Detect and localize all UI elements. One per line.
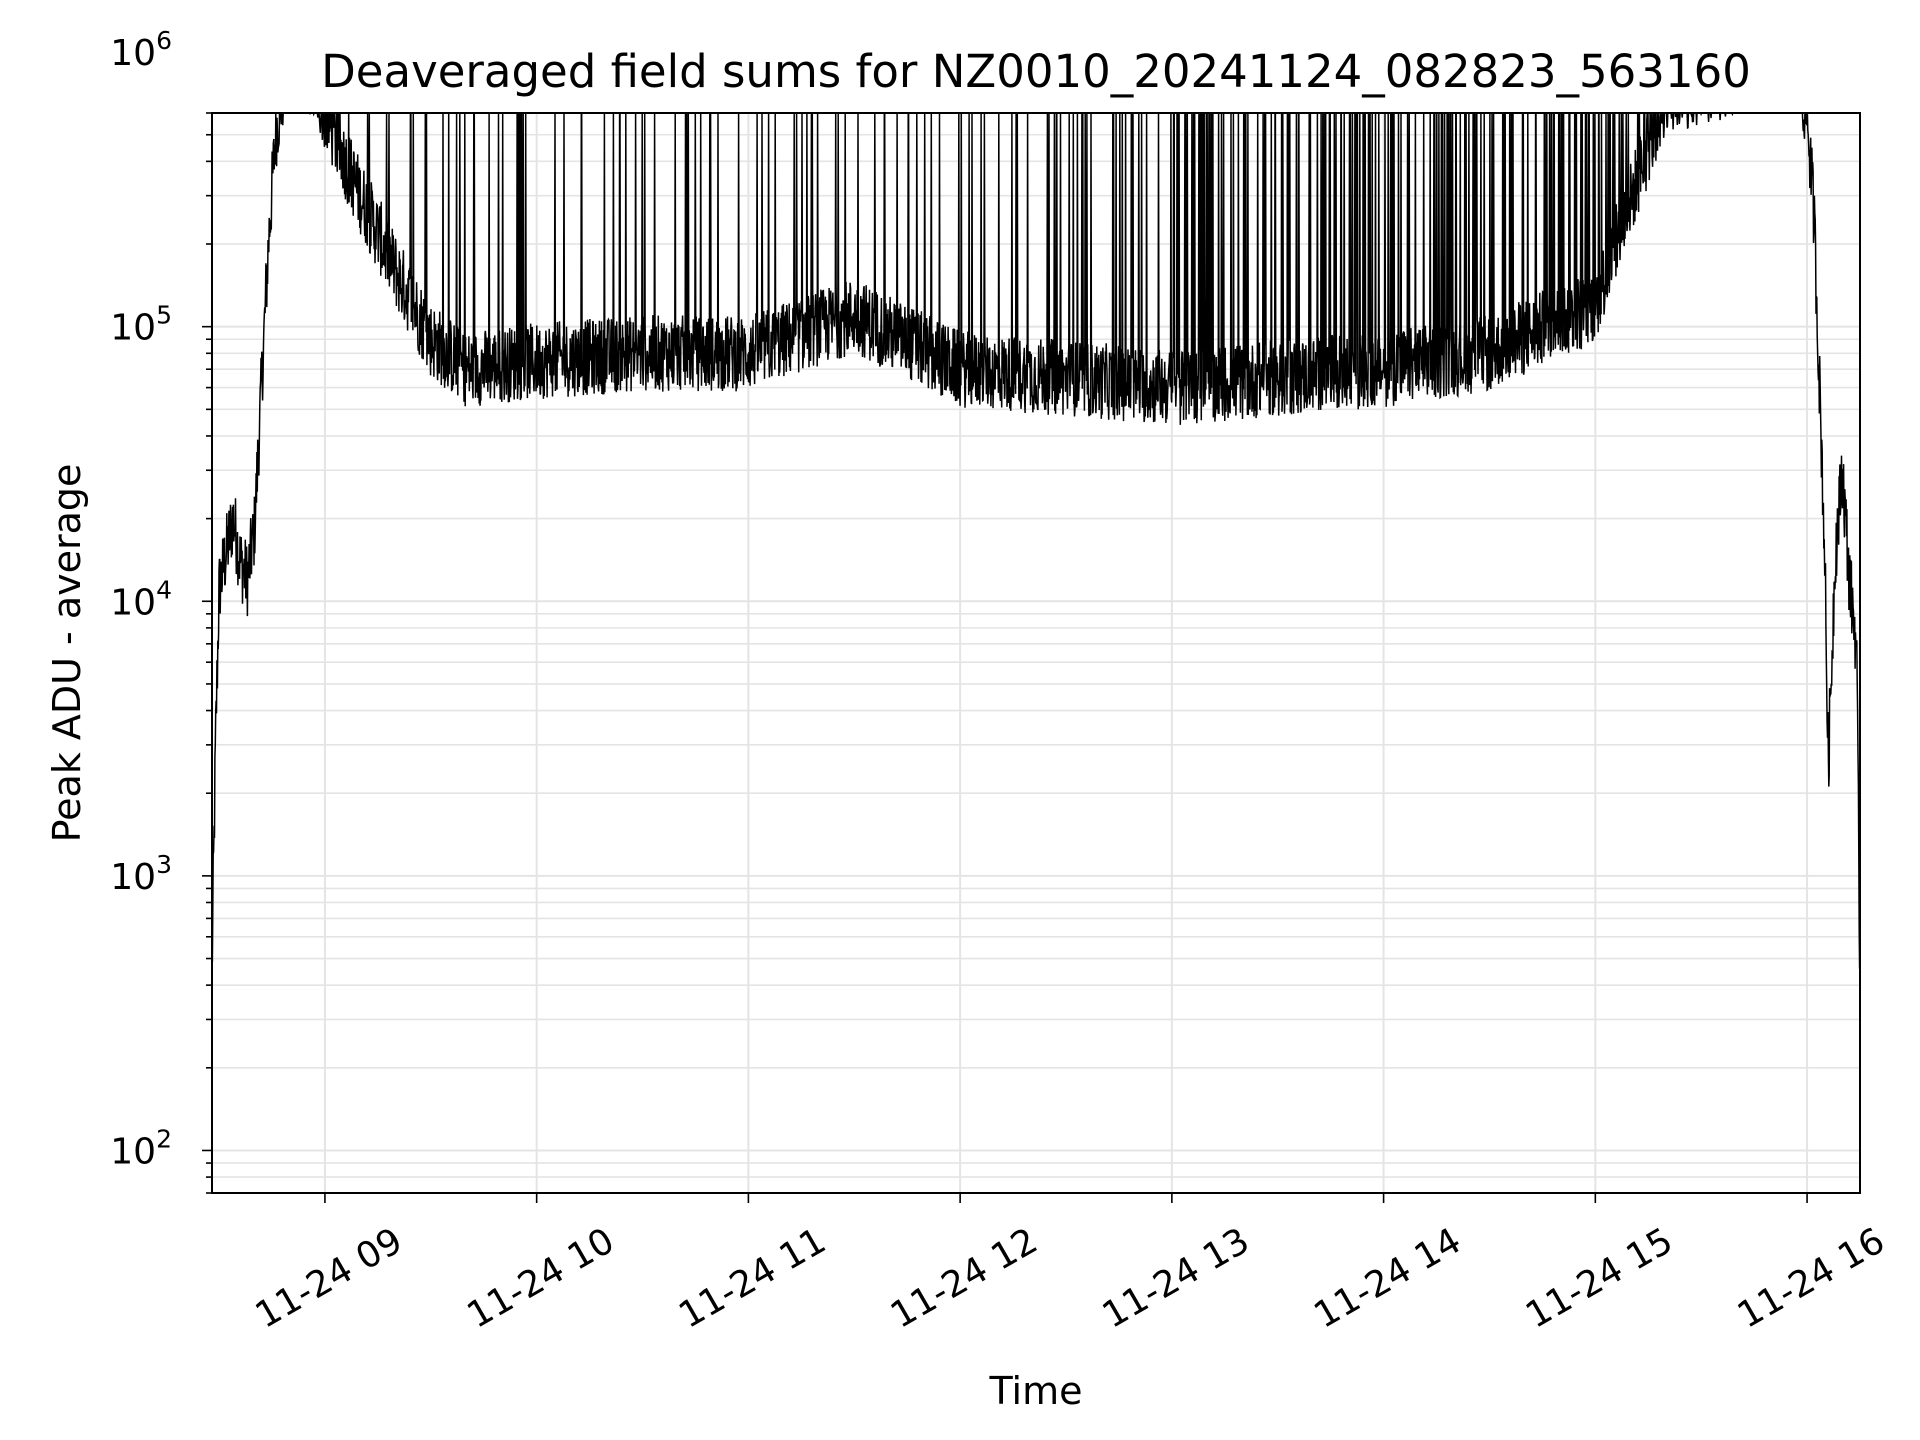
chart-title: Deaveraged field sums for NZ0010_2024112… xyxy=(321,45,1751,98)
y-tick-label: 106 xyxy=(110,26,172,74)
series-line xyxy=(211,112,1861,969)
data-series xyxy=(211,112,1861,969)
y-tick-label: 103 xyxy=(110,850,172,898)
x-axis-label: Time xyxy=(989,1369,1083,1413)
y-axis-label: Peak ADU - average xyxy=(45,464,89,843)
plot-frame xyxy=(211,112,1861,1194)
y-tick-label: 104 xyxy=(110,575,172,623)
y-tick-label: 102 xyxy=(110,1124,172,1172)
y-tick-label: 105 xyxy=(110,301,172,349)
